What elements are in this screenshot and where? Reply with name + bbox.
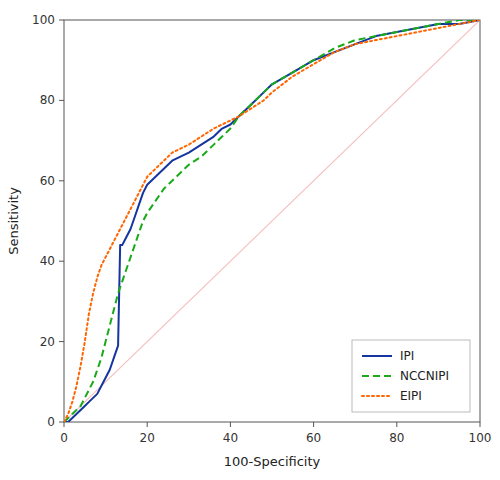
x-tick-label: 100	[469, 431, 492, 445]
y-tick	[59, 422, 64, 423]
x-tick	[480, 422, 481, 427]
x-tick-label: 40	[223, 431, 238, 445]
x-tick-label: 80	[389, 431, 404, 445]
x-tick	[313, 422, 314, 427]
series-line	[64, 20, 480, 422]
legend-label: IPI	[400, 349, 414, 363]
y-tick	[59, 100, 64, 101]
legend-label: EIPI	[400, 389, 422, 403]
y-tick-label: 80	[40, 93, 55, 107]
legend-swatch	[362, 355, 392, 357]
y-tick	[59, 20, 64, 21]
x-tick-label: 20	[140, 431, 155, 445]
x-tick	[147, 422, 148, 427]
legend-box	[352, 340, 470, 412]
x-tick-label: 0	[60, 431, 68, 445]
y-tick	[59, 261, 64, 262]
y-tick	[59, 341, 64, 342]
x-tick-label: 60	[306, 431, 321, 445]
y-tick-label: 20	[40, 335, 55, 349]
reference-line	[64, 20, 480, 422]
series-line	[64, 20, 480, 422]
legend-swatch	[362, 375, 392, 377]
legend-swatch	[362, 395, 392, 397]
y-tick-label: 40	[40, 254, 55, 268]
x-axis-label: 100-Specificity	[224, 454, 321, 469]
series-line	[64, 20, 480, 422]
plot-frame	[64, 20, 480, 422]
x-tick	[230, 422, 231, 427]
y-tick-label: 100	[32, 13, 55, 27]
y-axis-label: Sensitivity	[6, 187, 21, 255]
y-tick-label: 0	[47, 415, 55, 429]
legend-label: NCCNIPI	[400, 369, 449, 383]
x-tick	[64, 422, 65, 427]
chart: 0 20 40 60 80 100 0 20 40 60 80 100 100-Specificity S…	[0, 0, 500, 480]
y-tick	[59, 180, 64, 181]
x-tick	[396, 422, 397, 427]
legend: IPI NCCNIPI EIPI	[352, 340, 470, 412]
lines	[64, 20, 480, 422]
y-tick-label: 60	[40, 174, 55, 188]
